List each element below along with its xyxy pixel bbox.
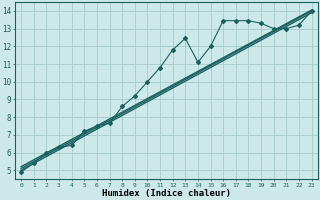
X-axis label: Humidex (Indice chaleur): Humidex (Indice chaleur) xyxy=(102,189,231,198)
